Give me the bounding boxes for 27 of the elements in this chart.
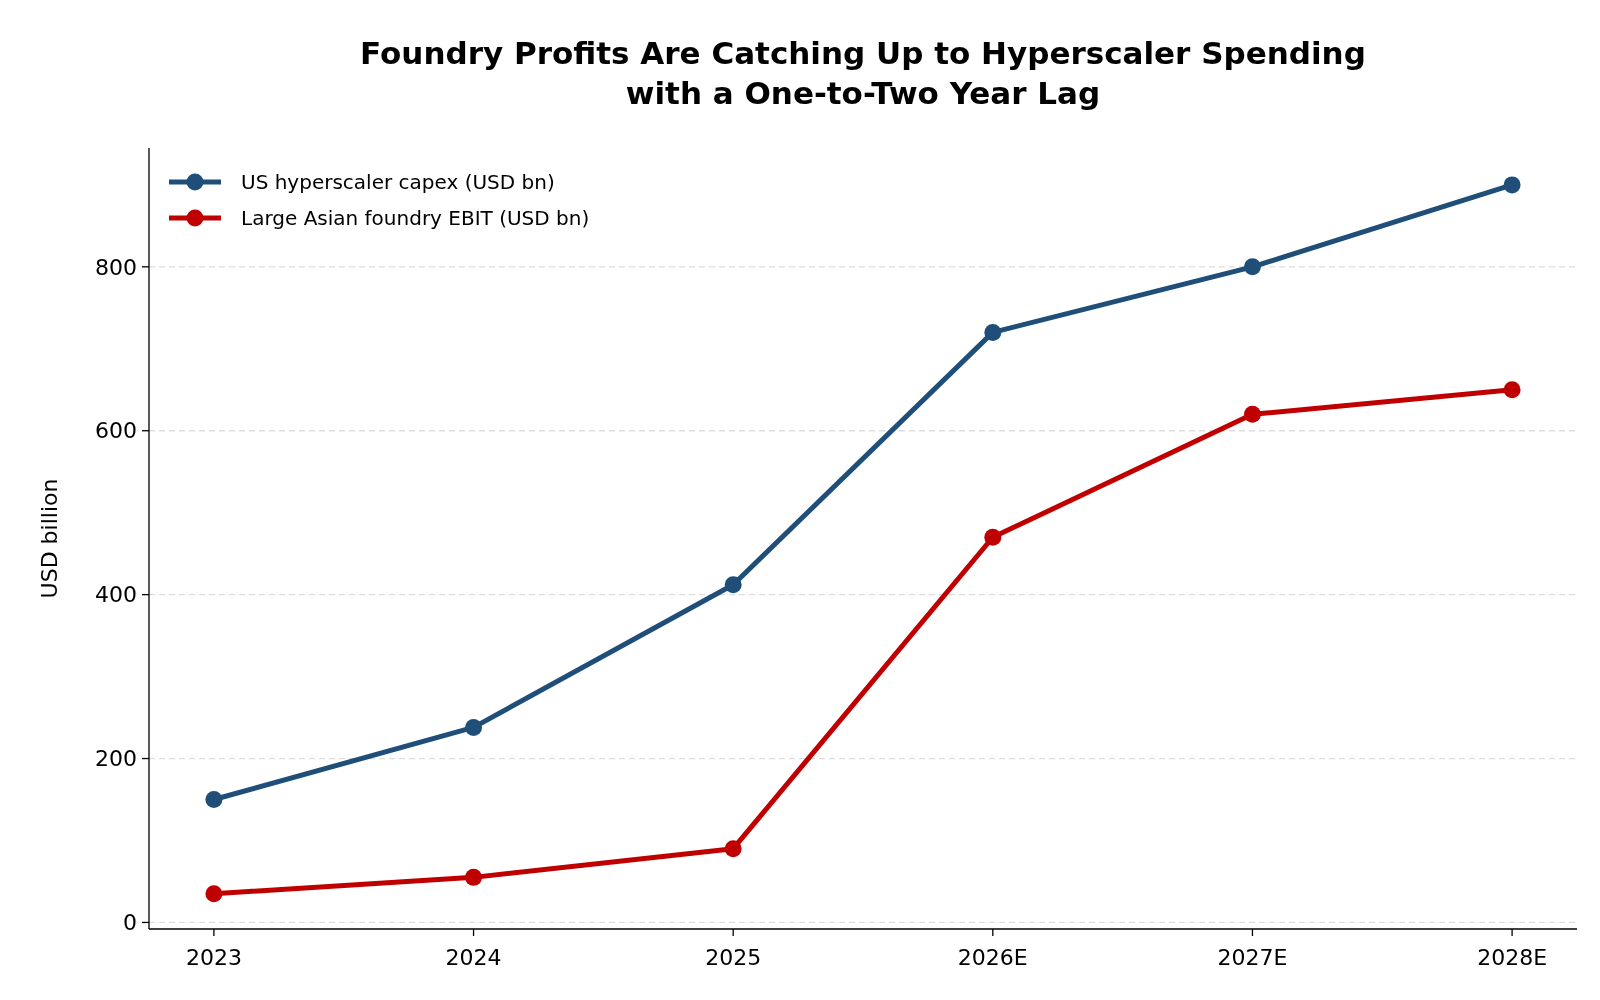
x-tick-label: 2026E: [957, 945, 1028, 970]
legend-label: Large Asian foundry EBIT (USD bn): [241, 206, 590, 230]
y-tick-label: 400: [95, 582, 137, 608]
point: [205, 791, 223, 809]
point: [1503, 176, 1521, 194]
y-tick-label: 200: [95, 746, 137, 772]
legend-label: US hyperscaler capex (USD bn): [241, 170, 555, 194]
chart-title: Foundry Profits Are Catching Up to Hyperscaler Spending with a One-to-Two Year Lag: [360, 35, 1366, 111]
y-tick-label: 800: [95, 254, 137, 280]
point: [984, 528, 1002, 546]
point: [724, 840, 742, 858]
point: [724, 576, 742, 594]
x-tick-label: 2024: [445, 945, 502, 970]
point: [205, 885, 223, 903]
point: [465, 718, 483, 736]
y-tick-label: 600: [95, 418, 137, 444]
point: [1243, 405, 1261, 423]
point: [1243, 258, 1261, 276]
y-tick-label: 0: [123, 910, 137, 936]
x-tick-label: 2028E: [1477, 945, 1548, 970]
x-tick-label: 2027E: [1217, 945, 1288, 970]
point: [984, 323, 1002, 341]
x-tick-label: 2025: [705, 945, 762, 970]
x-tick-label: 2023: [185, 945, 242, 970]
point: [465, 868, 483, 886]
point: [1503, 381, 1521, 399]
y-axis-title: USD billion: [37, 478, 62, 599]
